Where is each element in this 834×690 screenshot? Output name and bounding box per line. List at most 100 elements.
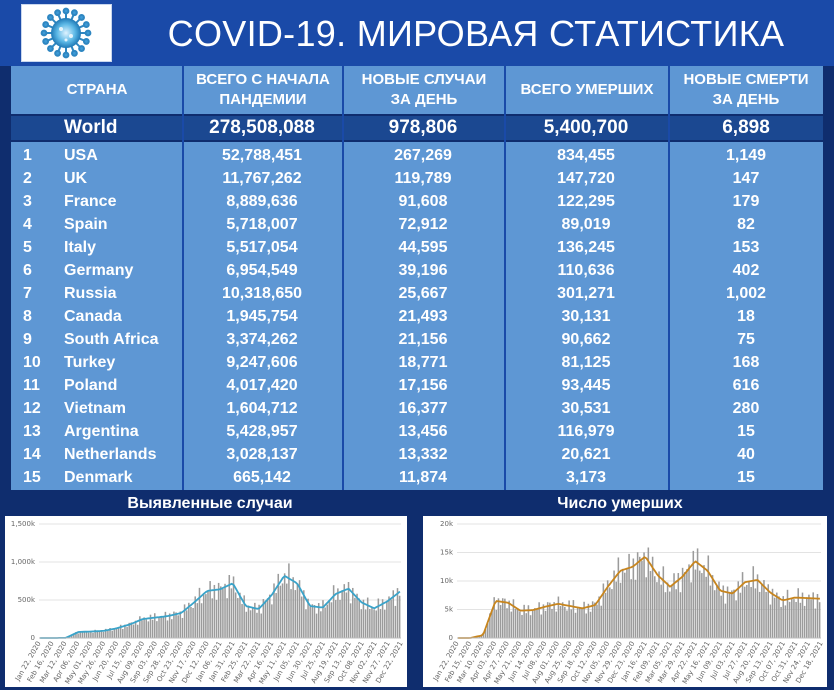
row-new-cases: 72,912 [398,216,448,233]
chart-bar [690,582,692,638]
row-total-deaths: 147,720 [557,170,615,187]
chart-bar [596,604,598,638]
chart-bar [394,605,397,638]
chart-bar [739,592,742,638]
chart-bar [673,573,675,638]
row-country: Vietnam [64,400,126,417]
row-new-cases: 91,608 [398,193,448,210]
chart-bar [228,575,231,638]
chart-bar [583,601,585,638]
chart-bar [352,587,354,638]
chart-bar [795,601,797,638]
chart-bar [268,594,271,638]
row-new-cases: 11,874 [398,469,448,486]
row-new-deaths: 147 [732,170,760,187]
chart-bar [615,581,617,638]
row-rank: 6 [23,262,32,279]
chart-bar [390,599,392,638]
row-total-cases: 52,788,451 [221,147,303,164]
virus-spike-tip [71,9,78,17]
chart-bar [512,599,515,638]
chart-bar [305,609,307,638]
chart-bar [254,602,256,638]
row-total-deaths: 834,455 [557,147,615,164]
chart-bar [611,589,613,638]
chart-bar [604,592,607,638]
chart-bar [576,607,579,638]
header-bar: COVID-19. МИРОВАЯ СТАТИСТИКА [0,0,834,66]
chart-bar [658,571,660,638]
chart-bar [96,631,99,638]
row-total-deaths: 93,445 [561,377,611,394]
chart-bar [763,580,765,638]
table-row: 5 Italy 5,517,054 44,595 136,245 153 [11,236,823,259]
chart-bar [506,608,508,638]
chart-bar [256,612,258,638]
row-new-deaths: 82 [737,216,755,233]
row-total-cases: 8,889,636 [226,193,298,210]
row-country: Argentina [64,423,139,440]
table-row: 4 Spain 5,718,007 72,912 89,019 82 [11,213,823,236]
row-rank: 13 [23,423,41,440]
column-header-total-deaths: ВСЕГО УМЕРШИХ [520,81,654,98]
chart-bar [373,609,375,638]
chart-bar [175,612,177,638]
chart-bar [364,609,367,638]
chart-bar [277,573,280,638]
row-total-cases: 665,142 [233,469,291,486]
y-tick-label: 15k [440,549,454,557]
chart-bar [544,610,547,638]
row-country: Canada [64,308,122,325]
chart-bar [281,583,284,638]
y-tick-label: 1,500k [11,520,36,528]
chart-bar [237,598,239,638]
row-new-deaths: 15 [737,423,755,440]
chart-bar [793,599,795,638]
chart-bar [617,557,620,638]
chart-bar [251,607,254,638]
table-row: 9 South Africa 3,374,262 21,156 90,662 75 [11,328,823,351]
chart-bar [553,602,555,638]
row-rank: 7 [23,285,32,302]
chart-bar [707,555,710,638]
chart-bar [664,592,667,638]
chart-bar [198,587,201,638]
chart-bar [773,597,776,638]
row-total-deaths: 30,131 [561,308,611,325]
table-row: 8 Canada 1,945,754 21,493 30,131 18 [11,305,823,328]
chart-bar [258,604,260,638]
chart-bar [585,613,588,638]
chart-bar [202,592,205,638]
chart-bar [568,600,570,638]
chart-bar [776,592,778,638]
row-new-deaths: 616 [732,377,760,394]
chart-bar [531,610,534,638]
chart-bar [215,599,218,638]
row-rank: 1 [23,147,32,164]
chart-bar [356,593,358,638]
row-country: UK [64,170,88,187]
chart-bar [332,585,335,638]
chart-bar [761,583,763,638]
chart-bar [354,597,356,638]
chart-bar [600,605,602,638]
chart-bar [243,595,245,638]
chart-bar [153,613,156,638]
row-new-deaths: 40 [737,446,755,463]
chart-bar [366,597,369,638]
table-row: 7 Russia 10,318,650 25,667 301,271 1,002 [11,282,823,305]
chart-bar [179,611,182,638]
row-total-deaths: 301,271 [557,285,615,302]
chart-bar [392,590,395,638]
row-new-cases: 267,269 [394,147,452,164]
chart-bar [735,600,737,638]
chart-bar [273,583,275,638]
chart-bar [266,598,269,638]
chart-bar [495,609,498,638]
table-row: 13 Argentina 5,428,957 13,456 116,979 15 [11,420,823,443]
chart-bar [245,611,248,638]
column-header-country: СТРАНА [66,81,128,98]
chart-bar [803,605,806,638]
row-total-deaths: 90,662 [561,331,611,348]
